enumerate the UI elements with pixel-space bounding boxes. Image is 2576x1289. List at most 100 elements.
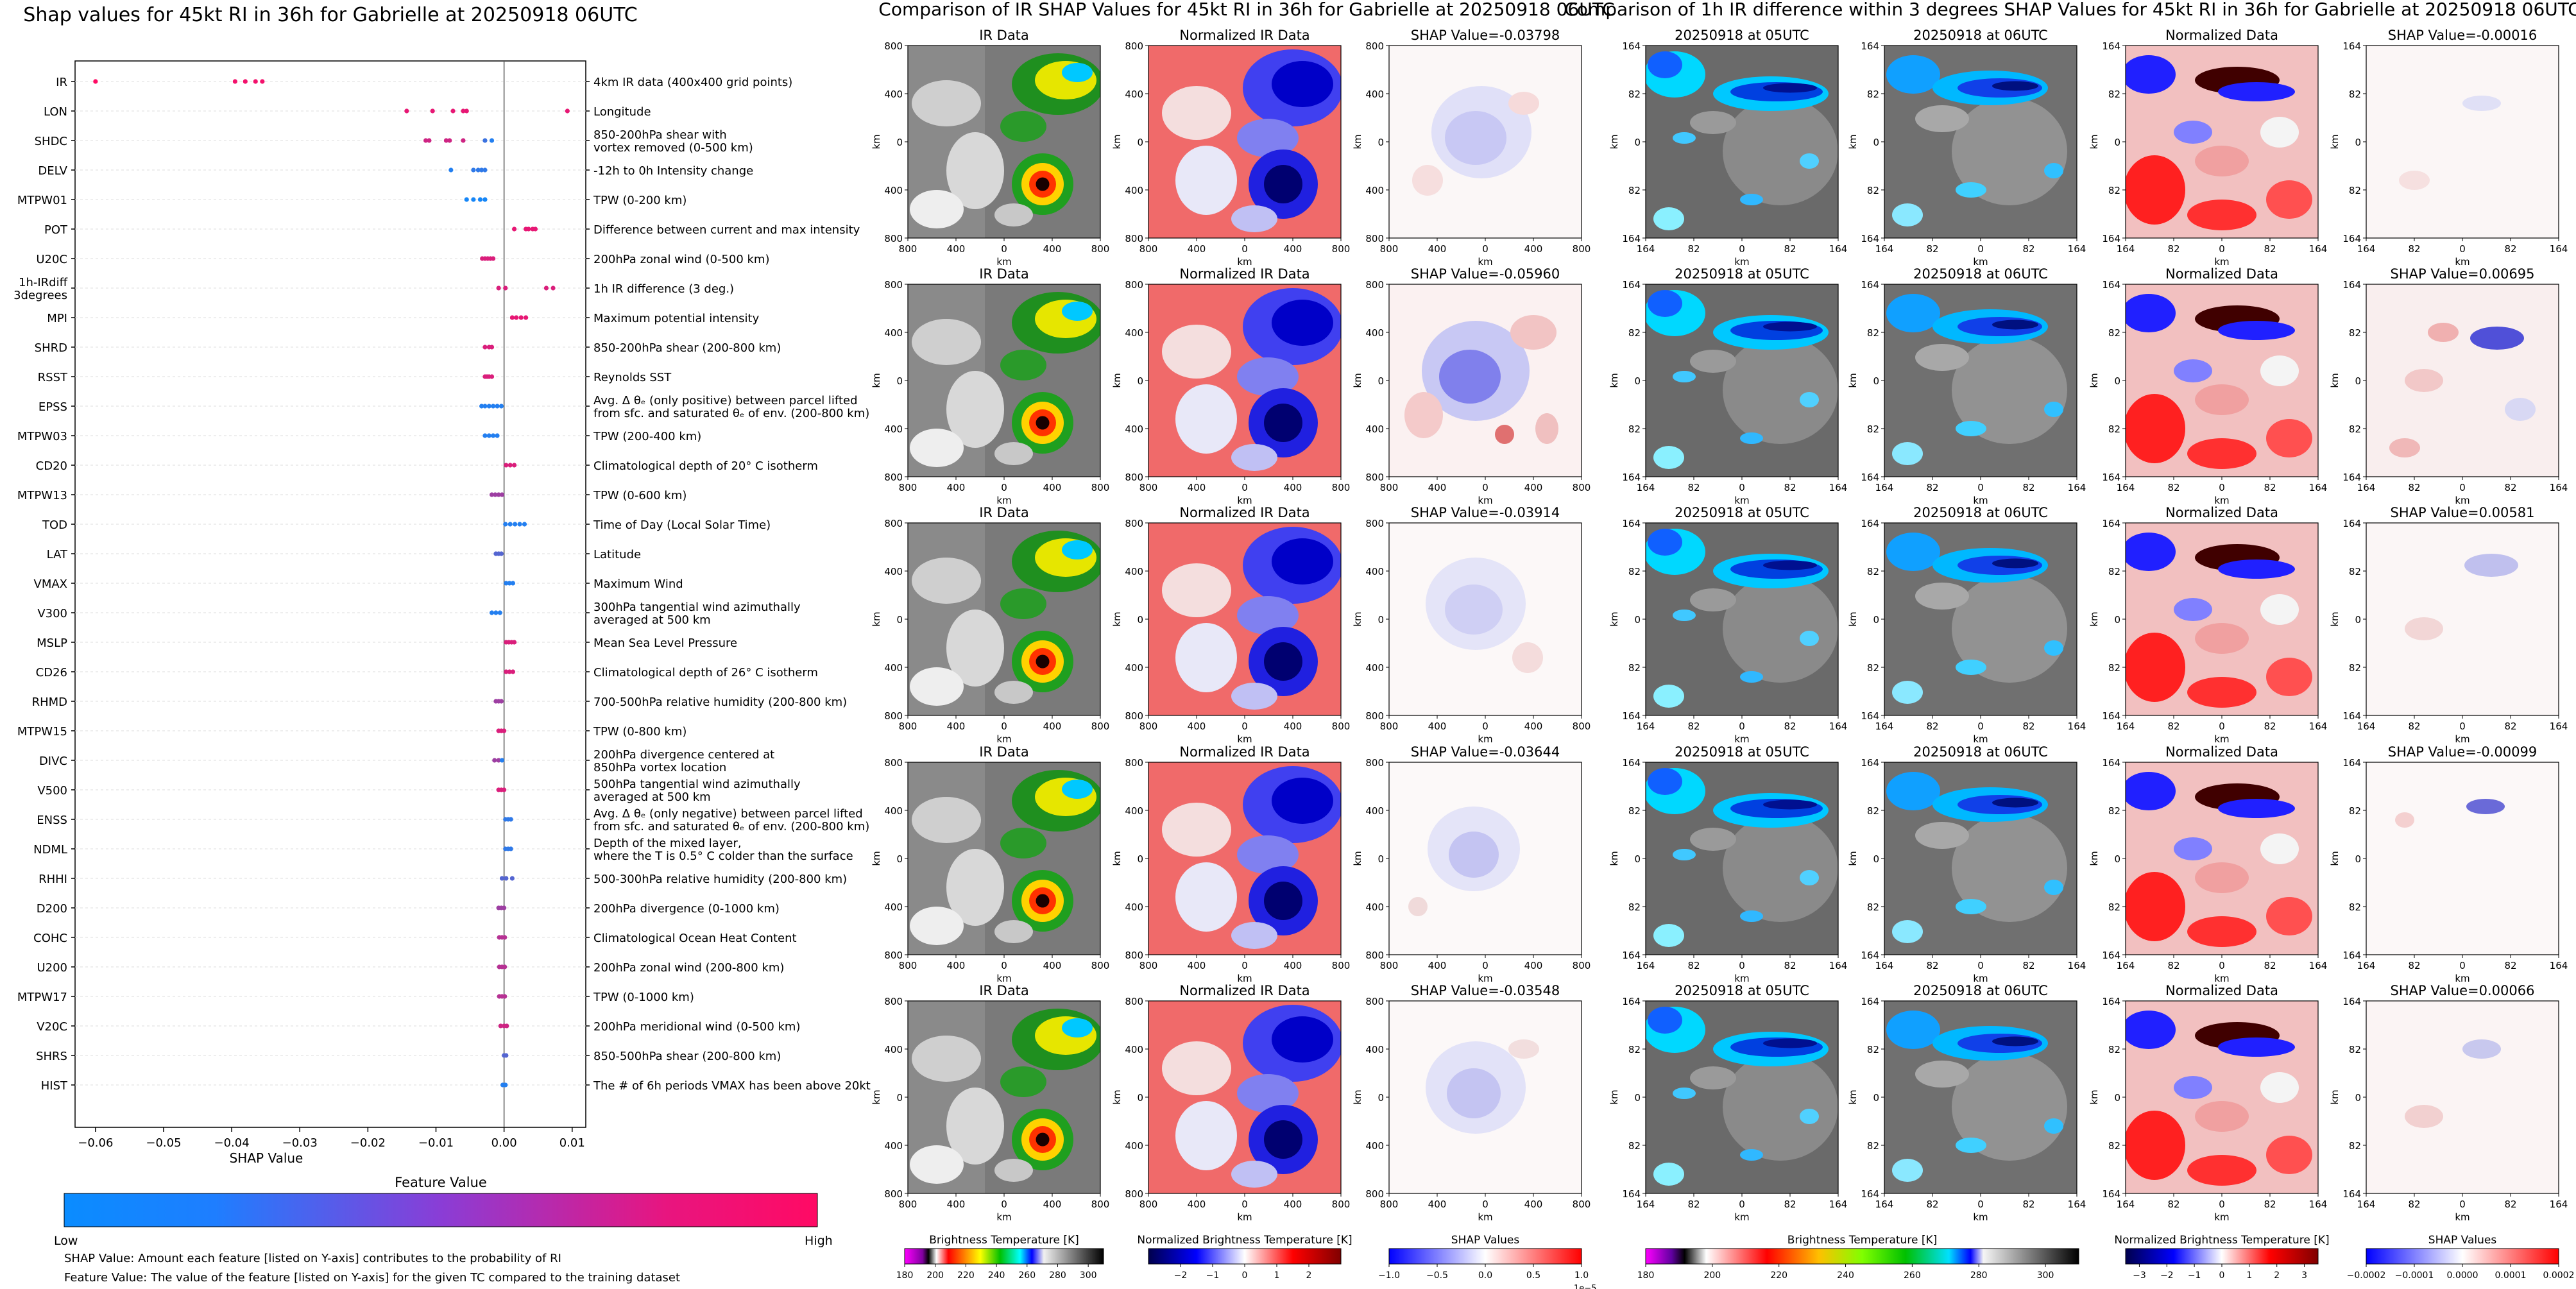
panel-title: Normalized Data bbox=[2165, 266, 2278, 282]
feature-row: V500 500hPa tangential wind azimuthally av… bbox=[37, 778, 801, 804]
x-axis-label: km bbox=[1237, 1211, 1252, 1223]
shap-point bbox=[499, 551, 504, 556]
x-tick-label: 400 bbox=[1284, 243, 1302, 255]
panel-image bbox=[1884, 522, 2077, 716]
x-tick-label: 400 bbox=[947, 482, 966, 493]
colorbar-tick-label: −1 bbox=[1206, 1270, 1220, 1281]
feature-name: RSST bbox=[38, 371, 68, 384]
feature-description-line: vortex removed (0-500 km) bbox=[593, 141, 753, 155]
x-tick-label: 164 bbox=[2309, 243, 2328, 255]
feature-description-line: Maximum potential intensity bbox=[593, 312, 760, 325]
x-tick-label: 800 bbox=[1573, 721, 1591, 732]
x-tick-label: 400 bbox=[1284, 1199, 1302, 1210]
feature-description-line: 200hPa divergence (0-1000 km) bbox=[593, 902, 780, 916]
y-tick-label: 82 bbox=[1628, 185, 1641, 196]
x-tick-label: 0 bbox=[1241, 1199, 1248, 1210]
panel-title: SHAP Value=-0.03914 bbox=[1411, 505, 1560, 520]
normalized-diff-panel: Normalized Data1641648282008282164164kmk… bbox=[2088, 266, 2327, 506]
y-tick-label: 400 bbox=[884, 1044, 903, 1055]
y-axis-label: km bbox=[1111, 134, 1123, 149]
y-axis-label: km bbox=[1352, 851, 1363, 866]
panel-image bbox=[1645, 1000, 1839, 1194]
feature-name-line: RHHI bbox=[38, 873, 67, 886]
x-tick-label: 164 bbox=[1829, 243, 1848, 255]
y-tick-label: 0 bbox=[1634, 614, 1641, 626]
x-tick-label: 164 bbox=[1829, 1199, 1848, 1210]
panel-title: 20250918 at 05UTC bbox=[1675, 266, 1809, 282]
ir-06utc-panel: 20250918 at 06UTC1641648282008282164164k… bbox=[1847, 28, 2086, 268]
panel-image bbox=[1388, 284, 1582, 477]
feature-description: Depth of the mixed layer, where the T is … bbox=[593, 837, 853, 863]
shap-point bbox=[507, 669, 512, 674]
colorbar-high-label: High bbox=[805, 1234, 833, 1248]
shap-point bbox=[464, 108, 469, 114]
y-axis-label: km bbox=[1111, 611, 1123, 626]
y-tick-label: 400 bbox=[1365, 805, 1384, 817]
feature-description-line: Climatological depth of 26° C isotherm bbox=[593, 666, 818, 679]
feature-name: CD20 bbox=[36, 459, 67, 473]
y-tick-label: 400 bbox=[884, 566, 903, 577]
y-tick-label: 164 bbox=[2342, 279, 2361, 291]
y-tick-label: 0 bbox=[1873, 137, 1879, 148]
y-tick-label: 800 bbox=[884, 518, 903, 529]
feature-row: D200 200hPa divergence (0-1000 km) bbox=[37, 902, 780, 916]
x-tick-label: 82 bbox=[2167, 1199, 2179, 1210]
y-tick-label: 164 bbox=[1622, 233, 1641, 244]
shap-point bbox=[423, 138, 429, 143]
y-axis-label: km bbox=[2329, 851, 2341, 866]
y-tick-label: 800 bbox=[1365, 1188, 1384, 1200]
y-tick-label: 400 bbox=[884, 423, 903, 435]
y-tick-label: 164 bbox=[2342, 40, 2361, 52]
feature-row: CD26 Climatological depth of 26° C isothe… bbox=[36, 666, 818, 679]
x-tick-label: 164 bbox=[2550, 1199, 2568, 1210]
shap-point bbox=[404, 108, 409, 114]
y-tick-label: 800 bbox=[884, 996, 903, 1007]
y-tick-label: 82 bbox=[2108, 327, 2120, 339]
y-axis-label: km bbox=[1847, 851, 1859, 866]
feature-name-line: POT bbox=[44, 223, 68, 237]
y-tick-label: 164 bbox=[1861, 996, 1879, 1007]
x-axis-label: km bbox=[2214, 495, 2229, 506]
feature-description: Climatological Ocean Heat Content bbox=[593, 932, 797, 945]
y-axis-label: km bbox=[871, 373, 882, 388]
shap-point bbox=[502, 787, 507, 792]
panel-title: Normalized IR Data bbox=[1179, 505, 1309, 520]
y-tick-label: 82 bbox=[2349, 1044, 2361, 1055]
x-tick-label: 82 bbox=[2264, 721, 2276, 732]
y-tick-label: 164 bbox=[2102, 996, 2120, 1007]
shap-point bbox=[482, 345, 488, 350]
shap-point bbox=[496, 492, 501, 497]
shap-point bbox=[461, 138, 466, 143]
feature-name: SHRS bbox=[36, 1050, 67, 1063]
feature-description: 200hPa zonal wind (0-500 km) bbox=[593, 253, 770, 266]
feature-name-line: MSLP bbox=[37, 636, 67, 650]
x-tick-label: 164 bbox=[1875, 1199, 1894, 1210]
feature-description: 300hPa tangential wind azimuthally averag… bbox=[593, 601, 801, 627]
x-tick-label: 82 bbox=[2408, 960, 2420, 971]
colorbar-tick-label: 220 bbox=[957, 1270, 975, 1281]
y-tick-label: 164 bbox=[1622, 757, 1641, 769]
feature-row: MTPW15 TPW (0-800 km) bbox=[17, 725, 687, 738]
shap-panel: SHAP Value=-0.05960800800400400004004008… bbox=[1352, 266, 1591, 506]
feature-name-line: CD26 bbox=[36, 666, 67, 679]
ir-06utc-panel: 20250918 at 06UTC1641648282008282164164k… bbox=[1847, 266, 2086, 506]
y-tick-label: 400 bbox=[1365, 327, 1384, 339]
x-axis-label: km bbox=[1478, 495, 1492, 506]
feature-description: 850-200hPa shear (200-800 km) bbox=[593, 341, 781, 355]
colorbar-tick-label: −0.0001 bbox=[2395, 1270, 2434, 1281]
x-tick-label: 164 bbox=[2357, 243, 2376, 255]
x-tick-label: 400 bbox=[947, 243, 966, 255]
y-tick-label: 0 bbox=[1137, 853, 1143, 865]
feature-row: MTPW17 TPW (0-1000 km) bbox=[17, 991, 694, 1004]
y-tick-label: 164 bbox=[2102, 757, 2120, 769]
feature-row: HIST The # of 6h periods VMAX has been ab… bbox=[41, 1079, 871, 1093]
feature-name: MTPW17 bbox=[17, 991, 67, 1004]
y-tick-label: 0 bbox=[1634, 375, 1641, 387]
feature-name: D200 bbox=[37, 902, 67, 916]
y-tick-label: 82 bbox=[1867, 327, 1879, 339]
feature-name-line: D200 bbox=[37, 902, 67, 916]
feature-description-line: Latitude bbox=[593, 548, 641, 561]
feature-name-line: V500 bbox=[37, 784, 67, 798]
